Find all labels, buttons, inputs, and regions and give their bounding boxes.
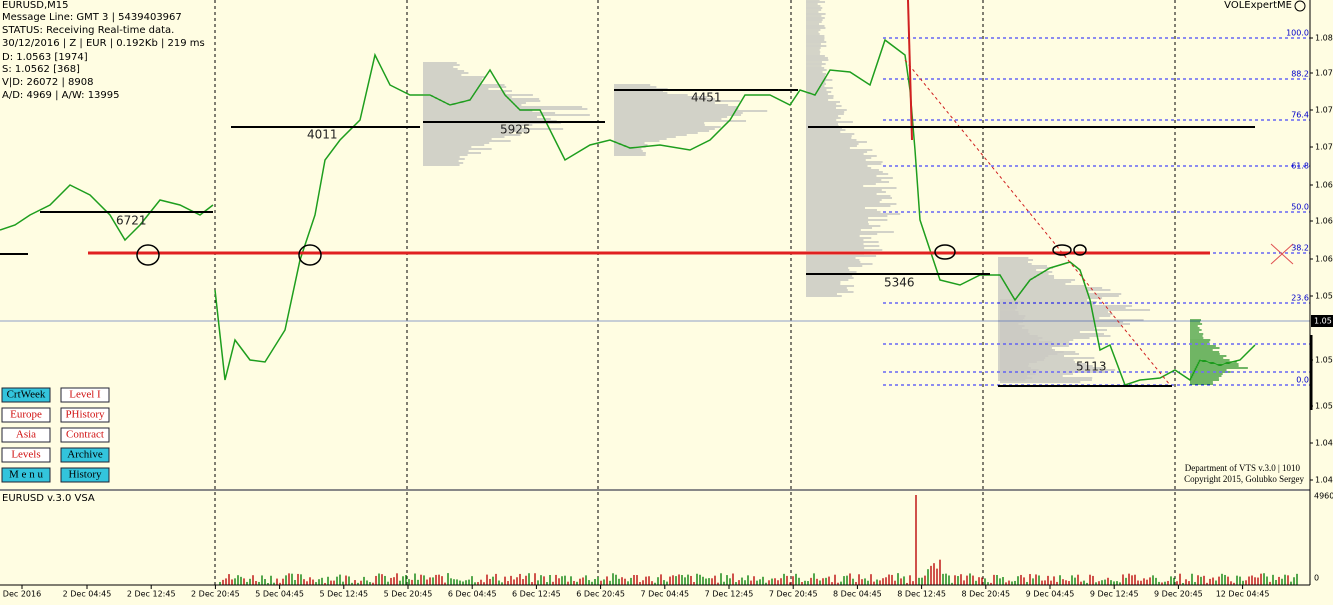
price-label: 1.04 [1315,476,1333,485]
time-label: 8 Dec 04:45 [833,590,882,599]
day-separators [214,0,1176,585]
button[interactable] [60,387,110,403]
fib-lines [883,37,1310,386]
fib-label: 0.0 [1296,376,1309,385]
d-value: D: 1.0563 [1974] [2,52,88,63]
status: STATUS: Receiving Real-time data. [2,25,174,36]
price-label: 1.07 [1315,143,1333,152]
fib-label: 23.6 [1291,294,1309,303]
time-label: 6 Dec 20:45 [576,590,625,599]
time-label: 5 Dec 04:45 [255,590,304,599]
decorations [423,0,1248,385]
time-label: 2 Dec 04:45 [63,590,112,599]
profile-volume: 6721 [116,214,147,228]
time-label: 2 Dec 20:45 [191,590,240,599]
ad-value: A/D: 4969 | A/W: 13995 [2,90,120,101]
button-label[interactable]: History [69,469,103,481]
subwindow-max: 4960 [1314,492,1333,501]
time-axis: Dec 2016 2 Dec 04:45 2 Dec 12:45 2 Dec 20:4… [3,585,1270,599]
price-label: 1.06 [1315,181,1333,190]
fib-label: 88.2 [1291,70,1309,79]
current-price: 1.05 [1314,317,1332,326]
button[interactable] [1,427,51,443]
price-label: 1.05 [1315,356,1333,365]
time-label: 8 Dec 20:45 [961,590,1010,599]
subwindow-min: 0 [1314,574,1319,583]
price-axis: 1.08 1.07 1.07 1.07 1.06 1.06 1.06 1.05 1.05 1.05… [1310,34,1333,485]
time-label: 9 Dec 04:45 [1026,590,1075,599]
button[interactable] [60,447,110,463]
subwindow-title: EURUSD v.3.0 VSA [2,493,95,504]
hand-marks [136,244,1087,266]
button[interactable] [1,407,51,423]
button-label[interactable]: Archive [67,449,103,461]
price-label: 1.04 [1315,439,1333,448]
levels [0,89,1255,387]
price-label: 1.05 [1315,292,1333,301]
time-label: 5 Dec 12:45 [319,590,368,599]
s-value: S: 1.0562 [368] [2,64,80,75]
time-label: 9 Dec 12:45 [1090,590,1139,599]
button-label[interactable]: PHistory [65,409,105,421]
time-label: 12 Dec 04:45 [1216,590,1270,599]
time-label: 7 Dec 20:45 [769,590,818,599]
current-price-box [1311,315,1333,327]
price-line [214,38,1256,386]
price-label: 1.06 [1315,255,1333,264]
time-label: 8 Dec 12:45 [897,590,946,599]
time-label: 7 Dec 12:45 [705,590,754,599]
department: Department of VTS v.3.0 | 1010 [1185,463,1301,473]
copyright: Copyright 2015, Golubko Sergey [1184,474,1304,484]
button-label[interactable]: M e n u [9,469,43,481]
profile-volume: 5925 [500,123,531,137]
button-label[interactable]: CrtWeek [7,389,46,401]
button-label[interactable]: Contract [66,429,104,441]
cross [1270,243,1294,265]
time-label: 6 Dec 12:45 [512,590,561,599]
buttons: CrtWeek Level I Europe PHistory Asia Con… [1,387,110,483]
time-label: 6 Dec 04:45 [448,590,497,599]
fib-label: 61.8 [1291,162,1309,171]
profile-volume: 4011 [307,128,338,142]
button[interactable] [1,467,51,483]
fib-label: 38.2 [1291,244,1309,253]
vd-value: V|D: 26072 | 8908 [2,77,93,88]
time-label: 9 Dec 20:45 [1154,590,1203,599]
fib-label: 100.0 [1286,29,1309,38]
time-label: Dec 2016 [3,590,41,599]
fib-label: 50.0 [1291,203,1309,212]
symbol: EURUSD,M15 [2,0,68,11]
indicator-name: VOLExpertME [1224,0,1292,11]
time-label: 2 Dec 12:45 [127,590,176,599]
button-label[interactable]: Asia [16,429,36,441]
price-label: 1.06 [1315,217,1333,226]
button[interactable] [60,427,110,443]
profile-volume: 4451 [691,91,722,105]
spike [907,0,913,141]
profile-volume: 5113 [1076,360,1107,374]
price-label: 1.07 [1315,69,1333,78]
button-label[interactable]: Europe [10,409,42,421]
button[interactable] [60,467,110,483]
button[interactable] [60,407,110,423]
message-line: Message Line: GMT 3 | 5439403967 [2,12,182,23]
button-label[interactable]: Level I [69,389,101,401]
button[interactable] [1,387,51,403]
indicator-icon [1294,0,1306,12]
price-label: 1.05 [1315,402,1333,411]
price-label: 1.08 [1315,34,1333,43]
button-label[interactable]: Levels [11,449,40,461]
volume-bars [219,495,1298,585]
button[interactable] [1,447,51,463]
details: 30/12/2016 | Z | EUR | 0.192Kb | 219 ms [2,38,205,49]
price-label: 1.07 [1315,106,1333,115]
fib-label: 76.4 [1291,111,1309,120]
profile-volume: 5346 [884,276,915,290]
time-label: 7 Dec 04:45 [640,590,689,599]
price-line [0,184,214,242]
time-label: 5 Dec 20:45 [384,590,433,599]
trend-line [904,59,1171,386]
